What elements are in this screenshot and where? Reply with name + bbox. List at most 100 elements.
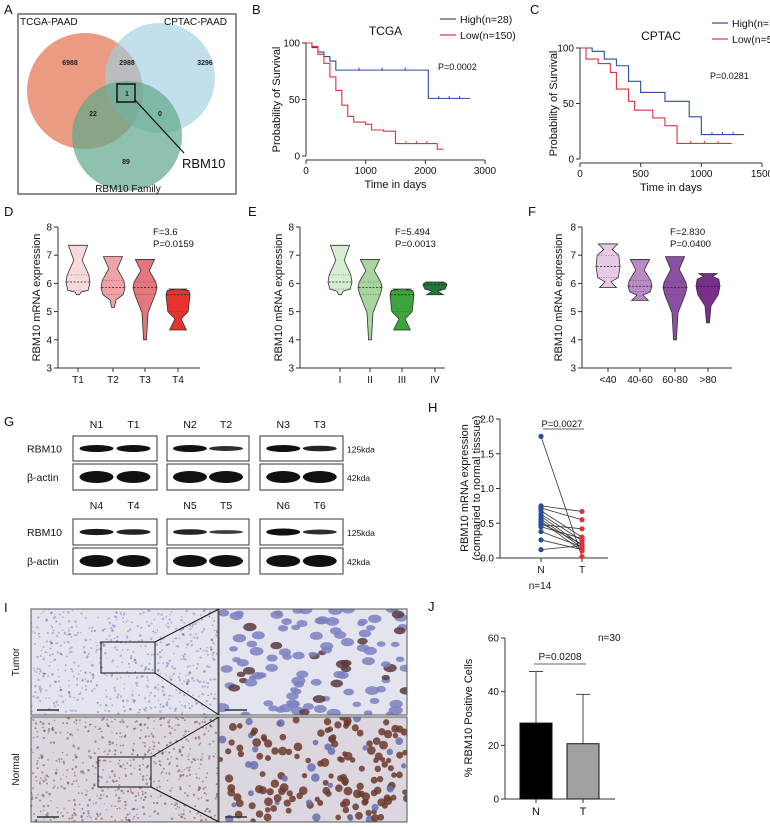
cell-nucleus — [57, 680, 61, 683]
cell-nucleus — [86, 790, 89, 793]
cell-nucleus — [135, 676, 139, 679]
cell-nucleus — [132, 749, 135, 752]
cell-nucleus — [56, 811, 59, 814]
cell-nucleus — [153, 727, 155, 730]
cell-nucleus — [358, 765, 365, 772]
cell-nucleus — [183, 680, 186, 683]
cell-nucleus — [42, 795, 45, 798]
venn-frame — [17, 13, 237, 195]
cell-nucleus — [86, 815, 89, 818]
cell-nucleus — [326, 708, 341, 715]
cell-nucleus — [205, 649, 208, 653]
cell-nucleus — [84, 688, 88, 691]
cell-nucleus — [128, 675, 130, 678]
cell-nucleus — [178, 637, 181, 640]
cell-nucleus — [271, 747, 279, 755]
cell-nucleus — [73, 812, 76, 815]
cell-nucleus — [193, 816, 196, 819]
cell-nucleus — [150, 752, 153, 755]
panel-label-c: C — [530, 2, 539, 17]
cell-nucleus — [286, 790, 293, 797]
cell-nucleus — [203, 720, 206, 723]
cell-nucleus — [39, 810, 42, 813]
cell-nucleus — [377, 814, 385, 821]
pair-line — [540, 545, 583, 551]
cell-nucleus — [145, 766, 149, 769]
cell-nucleus — [67, 690, 71, 694]
cell-nucleus — [32, 718, 35, 721]
cell-nucleus — [153, 619, 156, 621]
cell-nucleus — [148, 609, 151, 612]
cell-nucleus — [108, 740, 112, 744]
cell-nucleus — [106, 719, 108, 721]
cell-nucleus — [186, 665, 190, 668]
cell-nucleus — [156, 786, 159, 789]
cell-nucleus — [157, 683, 160, 686]
cell-nucleus — [128, 628, 132, 631]
cell-nucleus — [202, 707, 205, 710]
tissue-background — [31, 717, 218, 822]
cell-nucleus — [176, 805, 179, 808]
cell-nucleus — [111, 661, 113, 664]
cell-nucleus — [39, 670, 42, 673]
cell-nucleus — [264, 797, 273, 807]
cell-nucleus — [197, 811, 200, 814]
y-tick-label: 5 — [288, 307, 294, 318]
cell-nucleus — [205, 727, 208, 729]
cell-nucleus — [149, 691, 153, 695]
panel-label-e: E — [248, 204, 257, 219]
cell-nucleus — [381, 761, 388, 768]
cell-nucleus — [288, 700, 301, 708]
survival-curve — [306, 42, 471, 99]
cell-nucleus — [59, 652, 62, 655]
cell-nucleus — [119, 736, 121, 738]
cell-nucleus — [195, 633, 197, 635]
bar — [566, 743, 600, 800]
cell-nucleus — [43, 818, 46, 821]
cell-nucleus — [259, 771, 266, 777]
cell-nucleus — [82, 646, 86, 649]
cell-nucleus — [100, 817, 103, 821]
cell-nucleus — [175, 689, 178, 691]
cell-nucleus — [99, 794, 102, 797]
cell-nucleus — [125, 775, 128, 777]
cell-nucleus — [358, 629, 372, 638]
cell-nucleus — [82, 812, 85, 814]
cell-nucleus — [192, 679, 195, 682]
cell-nucleus — [391, 610, 405, 619]
cell-nucleus — [62, 774, 64, 776]
cell-nucleus — [149, 706, 151, 708]
cell-nucleus — [146, 750, 149, 753]
cell-nucleus — [330, 679, 344, 688]
cell-nucleus — [249, 760, 259, 770]
cell-nucleus — [102, 794, 105, 796]
cell-nucleus — [60, 695, 63, 698]
cell-nucleus — [49, 653, 52, 657]
cell-nucleus — [48, 697, 51, 699]
x-tick-label: I — [339, 375, 342, 386]
cell-nucleus — [320, 642, 334, 651]
cell-nucleus — [178, 778, 180, 780]
y-tick-label: 50 — [563, 99, 575, 110]
protein-band — [172, 529, 207, 535]
cell-nucleus — [55, 642, 57, 645]
cell-nucleus — [148, 695, 151, 697]
protein-band — [79, 445, 114, 452]
cell-nucleus — [116, 695, 119, 699]
cell-nucleus — [68, 695, 72, 698]
protein-band — [209, 471, 244, 483]
cell-nucleus — [142, 798, 146, 802]
x-tick-label: 3000 — [474, 166, 497, 177]
cell-nucleus — [190, 643, 194, 647]
cell-nucleus — [38, 782, 42, 785]
cell-nucleus — [76, 698, 79, 702]
cell-nucleus — [93, 629, 96, 632]
cell-nucleus — [197, 650, 200, 652]
cell-nucleus — [186, 794, 189, 797]
stat-annotation: P=0.0400 — [670, 239, 711, 250]
cell-nucleus — [199, 742, 202, 745]
cell-nucleus — [145, 684, 148, 687]
chart-title: CPTAC — [641, 29, 681, 43]
pair-line — [540, 505, 583, 512]
cell-nucleus — [55, 700, 58, 704]
